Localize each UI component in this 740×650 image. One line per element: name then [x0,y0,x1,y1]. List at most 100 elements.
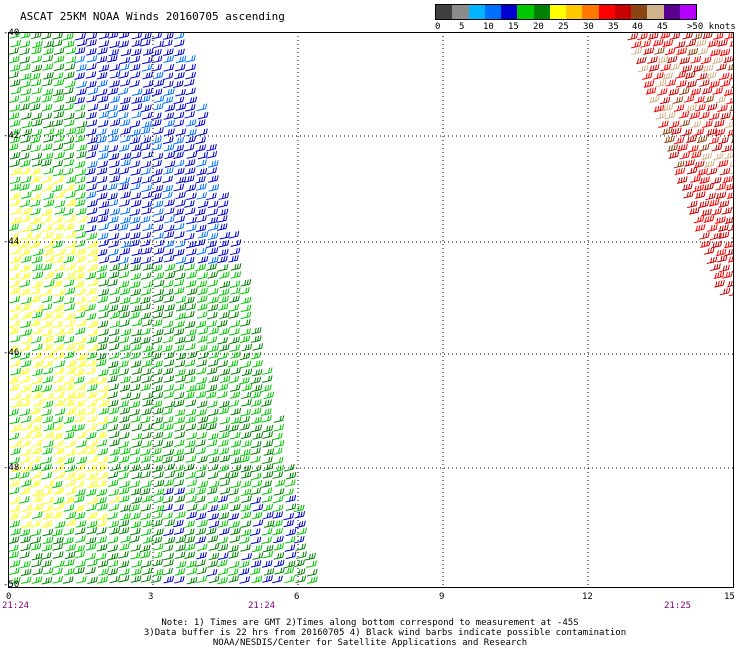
wind-barb [229,328,240,336]
wind-barb [162,455,173,464]
wind-barb [173,159,185,168]
wind-barb [163,559,174,567]
wind-barb [163,64,175,72]
wind-barb [173,208,184,216]
wind-barb [9,567,20,575]
legend-swatch [468,5,485,19]
wind-barb [635,56,647,65]
wind-barb [32,360,44,368]
wind-barb [163,32,174,40]
wind-barb [230,416,242,425]
wind-barb [152,184,164,193]
wind-barb [293,504,305,513]
wind-barb [86,440,98,448]
wind-barb [96,88,108,97]
wind-barb [141,184,152,193]
wind-barb [19,496,30,504]
wind-barb [162,344,173,353]
wind-barb [43,271,55,280]
wind-barb [701,86,713,95]
wind-barb [263,568,275,576]
wind-barb [163,479,175,487]
wind-barb [131,432,143,441]
wind-barb [163,351,175,360]
wind-barb [131,96,143,104]
wind-barb [707,224,718,232]
wind-barb [175,103,187,111]
wind-barb [53,447,65,455]
wind-barb [141,191,153,200]
wind-barb [130,263,142,272]
wind-barb [63,296,75,305]
wind-barb [240,504,252,512]
wind-barb [109,287,120,296]
wind-barb [216,223,228,231]
wind-barb [74,192,86,200]
wind-barb [52,543,64,551]
map-frame [8,32,734,588]
wind-barb [53,104,65,113]
wind-barb [31,431,43,439]
wind-barb [86,472,98,481]
wind-barb [230,456,242,465]
wind-barb [32,399,44,407]
wind-barb [65,199,77,207]
wind-barb [195,390,207,399]
wind-barb [250,487,262,495]
wind-barb [142,344,153,353]
wind-barb [31,415,43,423]
wind-barb [173,136,185,145]
wind-barb [86,295,98,303]
legend-swatch [631,5,648,19]
wind-barb [129,456,141,465]
wind-barb [263,511,274,520]
wind-barb [129,351,141,360]
wind-barb [41,328,53,337]
wind-barb [262,463,274,471]
wind-barb [230,287,241,295]
wind-barb [251,479,263,488]
wind-barb [74,104,86,112]
legend-swatch [663,5,680,19]
wind-barb [662,103,674,112]
wind-barb [186,287,198,296]
footnote-line: Note: 1) Times are GMT 2)Times along bot… [161,618,579,628]
wind-barb [186,495,197,503]
wind-barb [140,455,152,463]
wind-barb [185,408,197,417]
wind-barb [43,40,55,48]
right-swath-wind-barbs [627,32,734,297]
wind-barb [206,150,218,159]
wind-barb [184,159,196,167]
wind-barb [262,431,273,439]
wind-barb [119,176,130,185]
wind-barb [668,120,680,129]
wind-barb [74,368,85,377]
wind-barb [86,464,97,472]
wind-barb [217,383,229,392]
wind-barb [30,175,41,184]
wind-barb [185,184,197,192]
wind-barb [272,432,283,441]
wind-barb [174,495,186,503]
wind-barb [164,463,175,471]
wind-barb [52,72,64,80]
wind-barb [51,184,63,193]
wind-barb [153,528,164,536]
time-label: 21:25 [664,601,692,611]
wind-barb [684,159,695,167]
wind-barb [184,520,195,528]
wind-barb [701,208,712,217]
wind-barb [9,159,21,168]
wind-barb [97,119,109,128]
wind-barb [130,527,141,536]
wind-barb [129,216,141,224]
wind-barb [152,152,164,161]
wind-barb [152,416,164,425]
wind-barb [163,55,174,63]
wind-barb [140,167,151,176]
left-swath-wind-barbs [8,32,318,585]
wind-barb [129,311,140,320]
wind-barb [129,208,141,217]
legend-label: 25 [558,22,569,32]
